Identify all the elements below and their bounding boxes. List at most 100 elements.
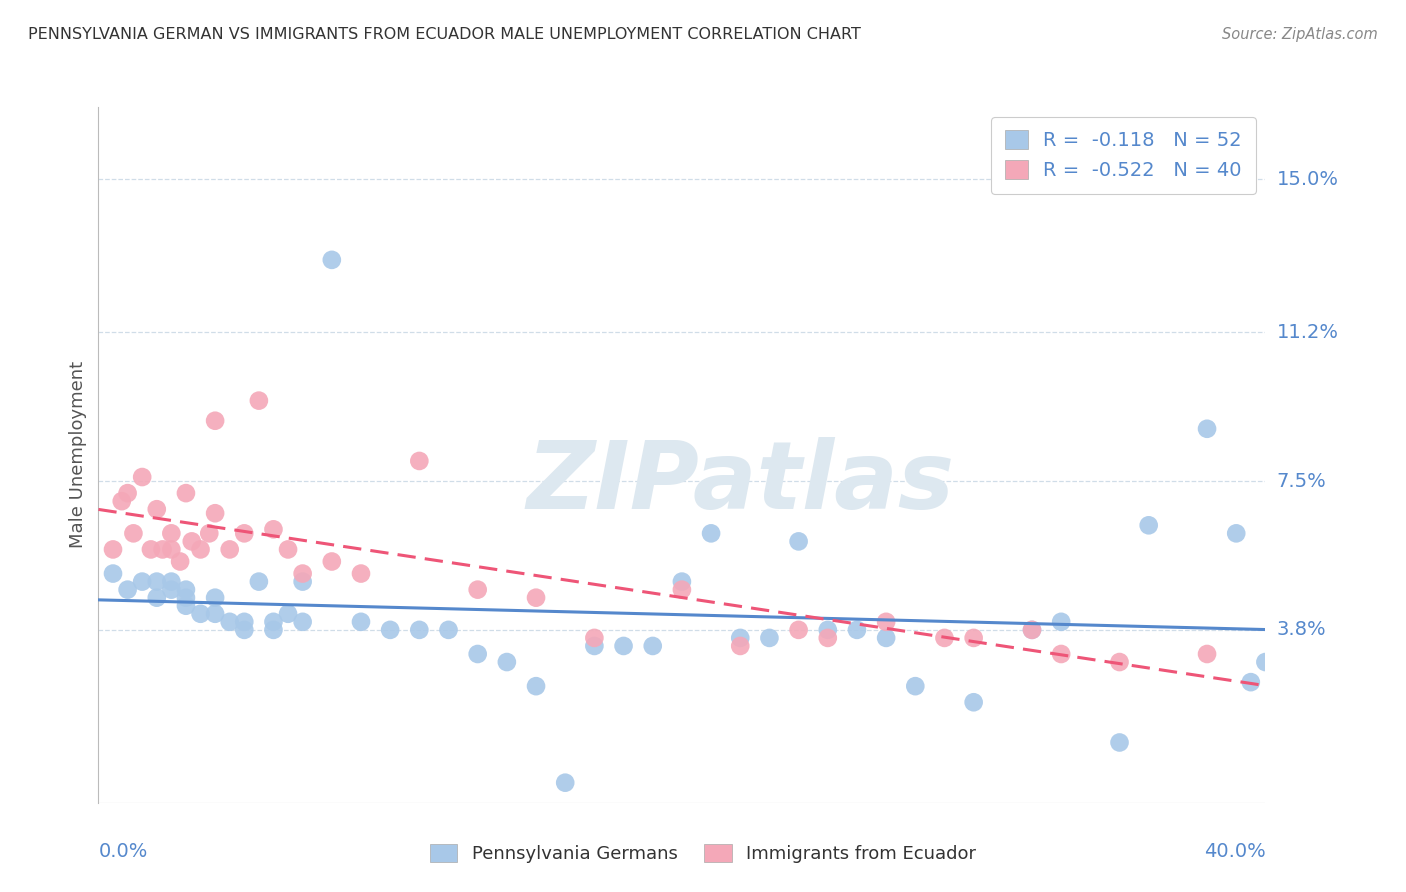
- Point: [204, 506, 226, 520]
- Point: [262, 615, 284, 629]
- Point: [641, 639, 664, 653]
- Point: [524, 679, 547, 693]
- Point: [131, 574, 153, 589]
- Point: [190, 607, 212, 621]
- Point: [350, 615, 373, 629]
- Point: [218, 615, 240, 629]
- Point: [146, 591, 169, 605]
- Point: [671, 582, 693, 597]
- Point: [1137, 518, 1160, 533]
- Point: [875, 631, 897, 645]
- Point: [160, 582, 183, 597]
- Point: [174, 582, 197, 597]
- Point: [291, 615, 314, 629]
- Point: [233, 615, 256, 629]
- Y-axis label: Male Unemployment: Male Unemployment: [69, 361, 87, 549]
- Point: [728, 639, 751, 653]
- Point: [467, 582, 489, 597]
- Point: [934, 631, 956, 645]
- Point: [152, 542, 174, 557]
- Point: [204, 607, 226, 621]
- Point: [198, 526, 221, 541]
- Point: [1240, 675, 1263, 690]
- Point: [728, 631, 751, 645]
- Text: 40.0%: 40.0%: [1204, 842, 1265, 861]
- Point: [233, 623, 256, 637]
- Point: [111, 494, 134, 508]
- Point: [583, 639, 606, 653]
- Text: 15.0%: 15.0%: [1277, 170, 1339, 189]
- Point: [1108, 655, 1130, 669]
- Point: [671, 574, 693, 589]
- Point: [204, 591, 226, 605]
- Point: [122, 526, 145, 541]
- Point: [139, 542, 162, 557]
- Point: [875, 615, 897, 629]
- Point: [321, 554, 343, 568]
- Point: [160, 542, 183, 557]
- Point: [169, 554, 191, 568]
- Point: [321, 252, 343, 267]
- Point: [554, 775, 576, 789]
- Point: [190, 542, 212, 557]
- Point: [1021, 623, 1043, 637]
- Point: [524, 591, 547, 605]
- Point: [117, 582, 139, 597]
- Point: [1050, 647, 1073, 661]
- Point: [1195, 647, 1218, 661]
- Point: [117, 486, 139, 500]
- Point: [101, 566, 124, 581]
- Point: [408, 454, 430, 468]
- Point: [845, 623, 868, 637]
- Point: [291, 574, 314, 589]
- Point: [262, 522, 284, 536]
- Legend: Pennsylvania Germans, Immigrants from Ecuador: Pennsylvania Germans, Immigrants from Ec…: [419, 834, 987, 874]
- Point: [233, 526, 256, 541]
- Text: 3.8%: 3.8%: [1277, 620, 1326, 640]
- Point: [350, 566, 373, 581]
- Point: [1254, 655, 1277, 669]
- Legend: R =  -0.118   N = 52, R =  -0.522   N = 40: R = -0.118 N = 52, R = -0.522 N = 40: [991, 117, 1256, 194]
- Point: [247, 393, 270, 408]
- Point: [174, 599, 197, 613]
- Point: [583, 631, 606, 645]
- Point: [146, 574, 169, 589]
- Point: [174, 591, 197, 605]
- Point: [218, 542, 240, 557]
- Point: [1195, 422, 1218, 436]
- Point: [1108, 735, 1130, 749]
- Text: 11.2%: 11.2%: [1277, 323, 1339, 342]
- Point: [437, 623, 460, 637]
- Point: [160, 526, 183, 541]
- Point: [101, 542, 124, 557]
- Point: [1225, 526, 1247, 541]
- Point: [277, 542, 299, 557]
- Point: [378, 623, 402, 637]
- Text: 0.0%: 0.0%: [98, 842, 148, 861]
- Point: [174, 486, 197, 500]
- Point: [247, 574, 270, 589]
- Point: [291, 566, 314, 581]
- Point: [904, 679, 927, 693]
- Point: [160, 574, 183, 589]
- Point: [612, 639, 634, 653]
- Point: [262, 623, 284, 637]
- Text: 7.5%: 7.5%: [1277, 472, 1326, 491]
- Text: ZIPatlas: ZIPatlas: [526, 437, 955, 529]
- Point: [277, 607, 299, 621]
- Point: [817, 623, 839, 637]
- Point: [495, 655, 517, 669]
- Point: [817, 631, 839, 645]
- Point: [962, 695, 984, 709]
- Point: [787, 534, 810, 549]
- Point: [131, 470, 153, 484]
- Point: [204, 414, 226, 428]
- Text: PENNSYLVANIA GERMAN VS IMMIGRANTS FROM ECUADOR MALE UNEMPLOYMENT CORRELATION CHA: PENNSYLVANIA GERMAN VS IMMIGRANTS FROM E…: [28, 27, 860, 42]
- Point: [180, 534, 202, 549]
- Point: [700, 526, 723, 541]
- Point: [1021, 623, 1043, 637]
- Point: [787, 623, 810, 637]
- Point: [467, 647, 489, 661]
- Point: [962, 631, 984, 645]
- Text: Source: ZipAtlas.com: Source: ZipAtlas.com: [1222, 27, 1378, 42]
